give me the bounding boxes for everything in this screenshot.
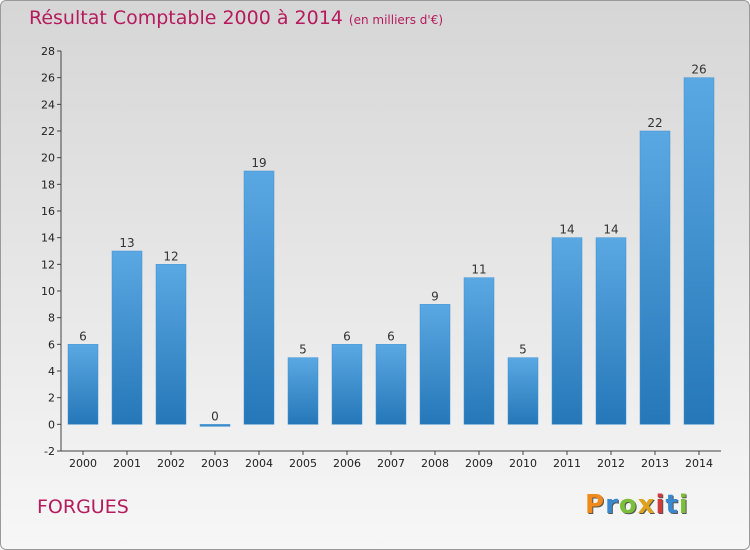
- y-tick-label: 6: [48, 338, 55, 351]
- data-label-2006: 6: [343, 329, 351, 343]
- bar-2000: [67, 344, 99, 425]
- data-label-2011: 14: [559, 223, 574, 237]
- x-tick-label: 2011: [553, 457, 581, 470]
- bar-2014: [683, 77, 715, 425]
- x-tick-label: 2013: [641, 457, 669, 470]
- data-label-2005: 5: [299, 343, 307, 357]
- y-tick-label: 14: [41, 232, 55, 245]
- logo-letter: i: [678, 490, 689, 520]
- bar-2011: [551, 237, 583, 425]
- x-tick-label: 2010: [509, 457, 537, 470]
- data-label-2009: 11: [471, 263, 486, 277]
- x-tick-label: 2003: [201, 457, 229, 470]
- x-tick-label: 2006: [333, 457, 361, 470]
- y-tick-label: 18: [41, 178, 55, 191]
- x-tick-label: 2002: [157, 457, 185, 470]
- x-tick-label: 2004: [245, 457, 273, 470]
- x-tick-label: 2008: [421, 457, 449, 470]
- bar-2008: [419, 304, 451, 425]
- data-label-2012: 14: [603, 223, 618, 237]
- y-tick-label: 4: [48, 365, 55, 378]
- y-tick-label: 26: [41, 72, 55, 85]
- y-tick-label: -2: [44, 445, 55, 458]
- bar-2004: [243, 170, 275, 425]
- proxiti-logo[interactable]: Proxiti: [585, 490, 689, 520]
- logo-letter: t: [665, 490, 679, 520]
- bar-2009: [463, 277, 495, 425]
- data-label-2014: 26: [691, 63, 706, 77]
- logo-letter: o: [618, 490, 638, 520]
- commune-name: FORGUES: [37, 496, 129, 518]
- y-tick-label: 28: [41, 45, 55, 58]
- bar-2006: [331, 344, 363, 425]
- data-label-2004: 19: [251, 156, 266, 170]
- chart-title-text: Résultat Comptable 2000 à 2014: [29, 7, 343, 29]
- y-tick-label: 10: [41, 285, 55, 298]
- logo-letter: i: [655, 490, 666, 520]
- x-tick-label: 2014: [685, 457, 713, 470]
- chart-subtitle: (en milliers d'€): [348, 13, 444, 27]
- y-tick-label: 20: [41, 152, 55, 165]
- bar-2013: [639, 130, 671, 425]
- data-label-2010: 5: [519, 343, 527, 357]
- chart-title: Résultat Comptable 2000 à 2014 (en millie…: [29, 7, 443, 29]
- data-label-2003: 0: [211, 409, 219, 423]
- x-tick-label: 2009: [465, 457, 493, 470]
- y-tick-label: 2: [48, 392, 55, 405]
- data-label-2002: 12: [163, 249, 178, 263]
- bar-2005: [287, 357, 319, 425]
- y-tick-label: 24: [41, 98, 55, 111]
- data-label-2001: 13: [119, 236, 134, 250]
- x-tick-label: 2005: [289, 457, 317, 470]
- bar-2001: [111, 250, 143, 425]
- logo-letter: r: [605, 490, 619, 520]
- y-tick-label: 0: [48, 418, 55, 431]
- data-label-2007: 6: [387, 329, 395, 343]
- logo-letter: x: [637, 490, 656, 520]
- logo-letter: P: [585, 490, 606, 520]
- y-tick-label: 8: [48, 312, 55, 325]
- x-tick-label: 2000: [69, 457, 97, 470]
- x-tick-label: 2007: [377, 457, 405, 470]
- chart-data-labels: 6 13 12 0 19 5 6 6 9 11 5 14 14 22 26: [79, 63, 706, 424]
- bar-2007: [375, 344, 407, 425]
- y-tick-label: 16: [41, 205, 55, 218]
- bar-2010: [507, 357, 539, 425]
- bar-2002: [155, 264, 187, 425]
- bar-2012: [595, 237, 627, 425]
- data-label-2008: 9: [431, 289, 439, 303]
- bar-2003: [199, 424, 231, 427]
- y-tick-label: 12: [41, 258, 55, 271]
- x-tick-label: 2012: [597, 457, 625, 470]
- data-label-2000: 6: [79, 329, 87, 343]
- data-label-2013: 22: [647, 116, 662, 130]
- chart-bars: [67, 77, 715, 427]
- y-tick-label: 22: [41, 125, 55, 138]
- x-tick-label: 2001: [113, 457, 141, 470]
